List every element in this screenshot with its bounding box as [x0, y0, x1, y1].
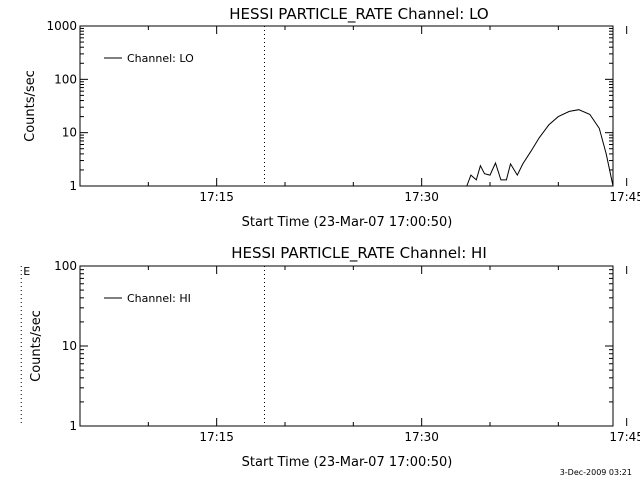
- legend-label-lo: Channel: LO: [127, 52, 194, 65]
- x-tick-label: 17:30: [404, 190, 439, 204]
- x-tick-label: 17:30: [404, 430, 439, 444]
- footer-timestamp: 3-Dec-2009 03:21: [559, 468, 632, 477]
- x-tick-label: 17:15: [199, 190, 234, 204]
- y-tick-label: 1: [69, 419, 77, 433]
- y-tick-label: 1: [69, 179, 77, 193]
- panel-hi-title: HESSI PARTICLE_RATE Channel: HI: [231, 244, 487, 263]
- panel-lo-x-axis-label: Start Time (23-Mar-07 17:00:50): [242, 215, 453, 230]
- panel-lo-title: HESSI PARTICLE_RATE Channel: LO: [229, 5, 488, 24]
- panel-hi-y-axis-label: Counts/sec: [29, 310, 44, 382]
- marker-label: E: [23, 265, 30, 278]
- panel-hi-x-axis-label: Start Time (23-Mar-07 17:00:50): [242, 455, 453, 470]
- panel-lo-y-axis-label: Counts/sec: [23, 70, 38, 142]
- legend-label-hi: Channel: HI: [127, 292, 191, 305]
- y-tick-label: 1000: [46, 19, 77, 33]
- x-tick-label: 17:45: [609, 430, 640, 444]
- y-tick-label: 100: [54, 259, 77, 273]
- panel-hi-legend: Channel: HI: [104, 292, 191, 305]
- panel-lo-y-ticks: 1 10 100 1000: [46, 19, 613, 193]
- y-tick-label: 10: [62, 126, 77, 140]
- panel-lo-plot-frame: [79, 25, 614, 187]
- panel-lo: HESSI PARTICLE_RATE Channel: LO SE 17:15…: [23, 5, 640, 230]
- y-tick-label: 100: [54, 72, 77, 86]
- panel-hi-markers: SEE: [20, 265, 265, 426]
- panel-lo-markers: SE: [264, 26, 265, 186]
- panel-lo-legend: Channel: LO: [104, 52, 194, 65]
- x-tick-label: 17:45: [609, 190, 640, 204]
- panel-lo-series: [466, 109, 614, 187]
- series-line: [466, 109, 614, 187]
- y-tick-label: 10: [62, 339, 77, 353]
- panel-hi-y-ticks: 1 10 100: [54, 259, 613, 433]
- panel-hi: HESSI PARTICLE_RATE Channel: HI SEE 17:1…: [20, 244, 640, 470]
- panel-hi-plot-frame: [79, 265, 614, 427]
- x-tick-label: 17:15: [199, 430, 234, 444]
